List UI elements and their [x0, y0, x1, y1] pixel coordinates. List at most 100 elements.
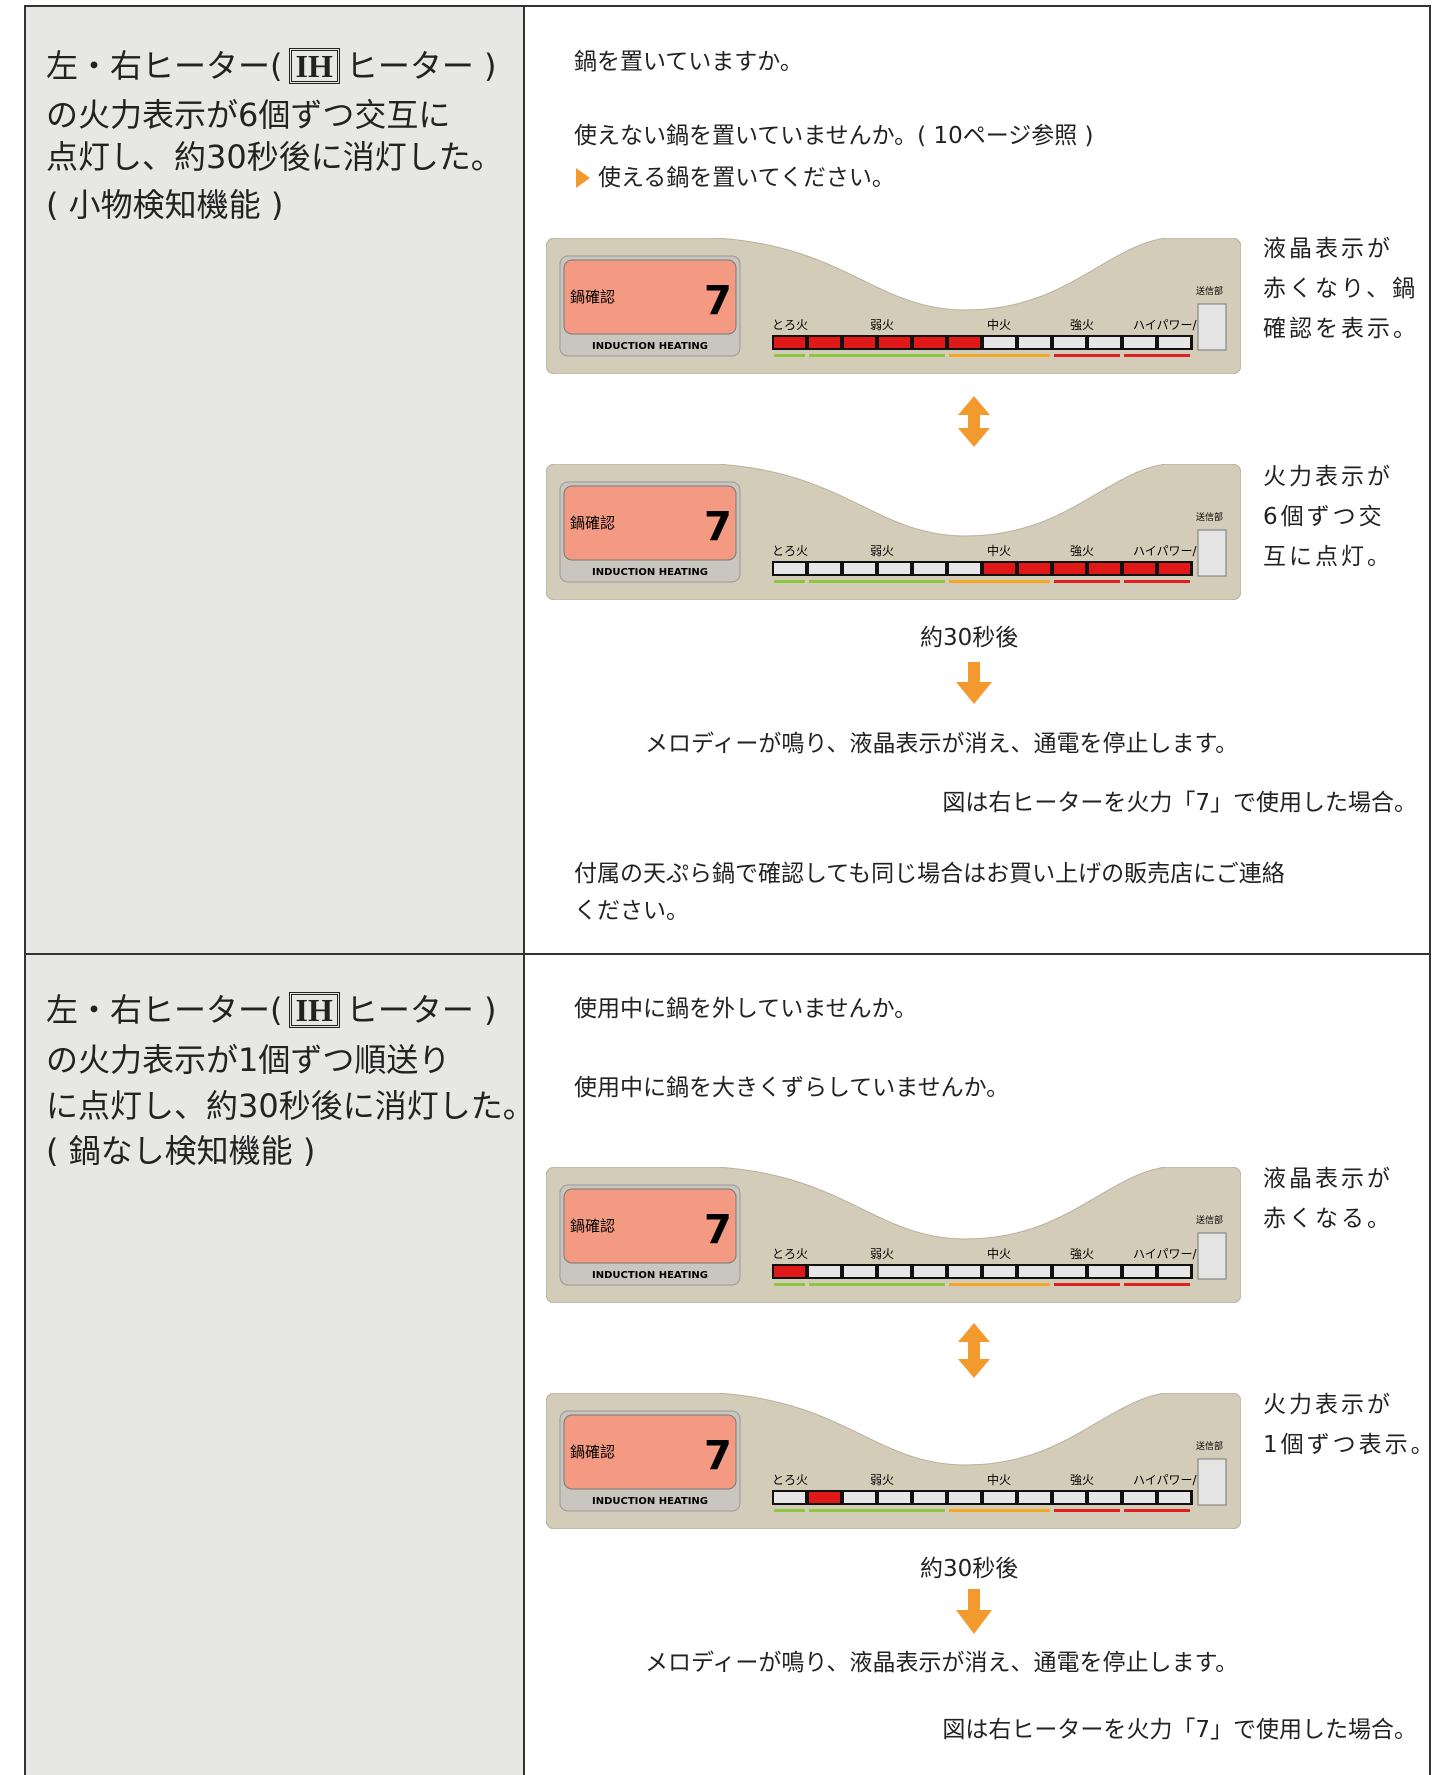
lcd-digit: 7 — [704, 504, 732, 550]
segment-strip — [772, 561, 1193, 576]
check: 鍋を置いていますか。 — [574, 49, 803, 75]
caption: 火力表示が 6個ずつ交 互に点灯。 — [1263, 457, 1393, 577]
after: 約30秒後 — [920, 1556, 1019, 1582]
segment — [1089, 563, 1120, 574]
lcd — [563, 1188, 737, 1264]
caption-line: 互に点灯。 — [1263, 544, 1393, 570]
level-label: とろ火 — [772, 544, 808, 558]
level-bar — [1054, 354, 1120, 357]
symptom: 点灯し、約30秒後に消灯した。 — [46, 138, 503, 176]
segment — [879, 563, 910, 574]
level-bar — [1054, 580, 1120, 583]
lcd-digit: 7 — [704, 278, 732, 324]
level-bar — [949, 580, 1050, 583]
level-bar — [774, 1509, 805, 1512]
result: メロディーが鳴り、液晶表示が消え、通電を停止します。 — [645, 1650, 1239, 1676]
segment — [1124, 1492, 1155, 1503]
segment — [1019, 1492, 1050, 1503]
symptom: 左・右ヒーター(IH ヒーター ) — [46, 44, 497, 88]
segment — [809, 1266, 840, 1277]
symptom-text: ヒーター ) — [345, 991, 497, 1029]
symptom: の火力表示が1個ずつ順送り — [46, 1041, 451, 1079]
sender-window — [1197, 529, 1227, 577]
segment — [949, 1266, 980, 1277]
level-label: 中火 — [987, 1472, 1011, 1487]
caption-line: 液晶表示が — [1263, 236, 1393, 262]
level-bar — [949, 1509, 1050, 1512]
level-label: 強火 — [1070, 1473, 1094, 1487]
check: 使用中に鍋を大きくずらしていませんか。 — [574, 1075, 1010, 1101]
segment — [1054, 1266, 1085, 1277]
sender-label: 送信部 — [1196, 511, 1223, 523]
segment — [809, 1492, 840, 1503]
sender-window — [1197, 303, 1227, 351]
segment — [984, 1492, 1015, 1503]
caption-line: 赤くなる。 — [1263, 1206, 1393, 1232]
check: 使用中に鍋を外していませんか。 — [574, 996, 918, 1022]
lcd — [563, 1414, 737, 1490]
lcd-digit: 7 — [704, 1433, 732, 1479]
segment — [1124, 337, 1155, 348]
ih-mark: IH — [288, 48, 340, 84]
symptom: に点灯し、約30秒後に消灯した。 — [46, 1087, 535, 1125]
segment — [949, 1492, 980, 1503]
sender-window — [1197, 1458, 1227, 1506]
level-bar — [949, 354, 1050, 357]
segment-strip — [772, 1490, 1193, 1505]
segment-strip — [772, 335, 1193, 350]
level-bar — [809, 1283, 945, 1286]
segment — [844, 563, 875, 574]
level-bar — [774, 580, 805, 583]
symptom: ( 鍋なし検知機能 ) — [46, 1132, 316, 1170]
caption: 液晶表示が 赤くなり、鍋 確認を表示。 — [1263, 229, 1419, 349]
level-label: 強火 — [1070, 544, 1094, 558]
symptom: の火力表示が6個ずつ交互に — [46, 96, 451, 134]
brand: INDUCTION HEATING — [592, 341, 708, 352]
lcd-text: 鍋確認 — [570, 1217, 615, 1235]
segment — [1089, 337, 1120, 348]
segment — [1159, 1492, 1190, 1503]
brand: INDUCTION HEATING — [592, 1270, 708, 1281]
segment — [914, 337, 945, 348]
caption: 液晶表示が赤くなる。 — [1263, 1159, 1393, 1239]
caption: 火力表示が 1個ずつ表示。 — [1263, 1385, 1437, 1465]
level-bar — [809, 580, 945, 583]
level-bar — [809, 354, 945, 357]
segment — [774, 337, 805, 348]
segment — [914, 1266, 945, 1277]
symptom-text: ヒーター ) — [345, 47, 497, 85]
note: 図は右ヒーターを火力「7」で使用した場合。 — [942, 790, 1417, 816]
segment — [914, 1492, 945, 1503]
symptom: 左・右ヒーター(IH ヒーター ) — [46, 988, 497, 1032]
caption-line: 6個ずつ交 — [1263, 504, 1385, 530]
symptom-text: 左・右ヒーター( — [46, 47, 283, 85]
symptom-text: 左・右ヒーター( — [46, 991, 283, 1029]
level-bar — [949, 1283, 1050, 1286]
sender-label: 送信部 — [1196, 1440, 1223, 1452]
segment — [844, 1266, 875, 1277]
lcd-text: 鍋確認 — [570, 514, 615, 532]
segment — [1124, 1266, 1155, 1277]
level-label: 弱火 — [870, 1473, 894, 1487]
segment — [984, 337, 1015, 348]
segment — [1019, 1266, 1050, 1277]
level-label: 弱火 — [870, 544, 894, 558]
segment — [1089, 1492, 1120, 1503]
lcd — [563, 485, 737, 561]
level-bar — [809, 1509, 945, 1512]
level-bar — [1054, 1509, 1120, 1512]
lcd-text: 鍋確認 — [570, 1443, 615, 1461]
sender-label: 送信部 — [1196, 1214, 1223, 1226]
remedy: 使える鍋を置いてください。 — [598, 165, 895, 191]
caption-line: 液晶表示が — [1263, 1166, 1393, 1192]
note: 図は右ヒーターを火力「7」で使用した場合。 — [942, 1717, 1417, 1743]
level-label: 中火 — [987, 1246, 1011, 1261]
lcd-text: 鍋確認 — [570, 288, 615, 306]
result: メロディーが鳴り、液晶表示が消え、通電を停止します。 — [645, 731, 1239, 757]
segment — [844, 337, 875, 348]
segment — [1159, 563, 1190, 574]
segment — [984, 1266, 1015, 1277]
caption-line: 1個ずつ表示。 — [1263, 1432, 1437, 1458]
